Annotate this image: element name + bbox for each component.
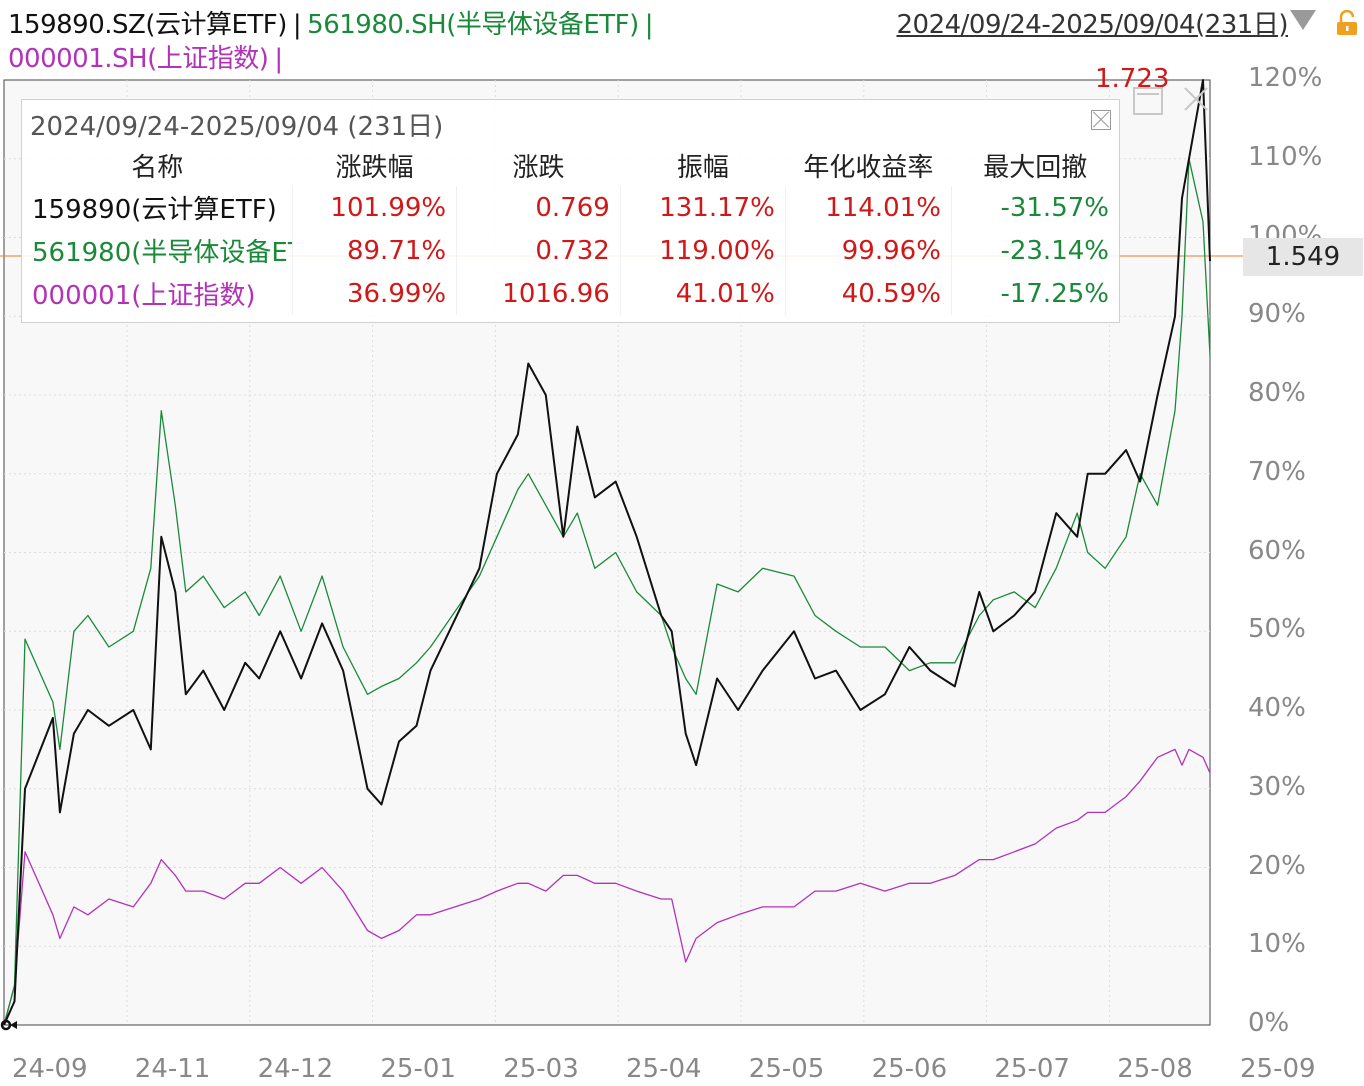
current-price-label: 1.549 [1243,238,1363,276]
series-line-cloud-etf [3,79,1211,1026]
series-legend-row-2: 000001.SH(上证指数) | [8,38,289,75]
column-header-amplitude[interactable]: 振幅 [676,152,729,183]
date-range-selector[interactable]: 2024/09/24-2025/09/04(231日) [896,10,1288,40]
y-tick-label: 60% [1248,535,1306,566]
legend-separator: | [644,10,654,40]
series-line-semiconductor-etf [3,158,1211,1026]
column-header-max-drawdown[interactable]: 最大回撤 [983,152,1088,183]
table-row[interactable]: 159890(云计算ETF) 101.99% 0.769 131.17% 114… [22,186,1119,229]
column-header-annualized[interactable]: 年化收益率 [803,152,934,183]
y-tick-label: 80% [1248,378,1306,408]
x-tick-label: 25-08 [1117,1054,1193,1084]
row-name: 561980(半导体设备ETF) [32,238,293,268]
legend-item-semiconductor-etf[interactable]: 561980.SH(半导体设备ETF) [307,10,639,40]
restore-window-icon[interactable] [1133,87,1163,115]
row-name: 000001(上证指数) [32,281,256,311]
x-tick-label: 24-09 [12,1054,88,1084]
y-tick-label: 30% [1248,771,1306,802]
row-name: 159890(云计算ETF) [32,195,277,225]
stats-table: 名称 涨跌幅 涨跌 振幅 年化收益率 最大回撤 159890(云计算ETF) 1… [22,144,1119,315]
x-tick-label: 25-01 [380,1054,456,1084]
row-max-drawdown: -23.14% [950,229,1119,272]
legend-item-shanghai-index[interactable]: 000001.SH(上证指数) [8,44,269,74]
table-row[interactable]: 561980(半导体设备ETF) 89.71% 0.732 119.00% 99… [22,229,1119,272]
row-amplitude: 119.00% [619,229,786,272]
x-tick-label: 25-05 [748,1054,825,1084]
row-change: 0.769 [456,186,621,229]
row-change: 1016.96 [456,272,621,315]
y-tick-label: 50% [1248,614,1306,645]
x-tick-label: 25-04 [626,1054,702,1084]
row-change-pct: 101.99% [291,186,457,229]
y-tick-label: 40% [1248,693,1306,723]
row-annualized: 114.01% [784,186,952,229]
row-annualized: 40.59% [784,272,952,315]
stats-header-row: 名称 涨跌幅 涨跌 振幅 年化收益率 最大回撤 [22,144,1119,186]
lock-icon[interactable] [1336,10,1358,36]
row-amplitude: 131.17% [619,186,786,229]
x-tick-label: 24-11 [134,1054,211,1084]
legend-item-cloud-etf[interactable]: 159890.SZ(云计算ETF) [8,10,287,40]
column-header-change-pct[interactable]: 涨跌幅 [335,152,414,183]
x-tick-label: 25-06 [871,1054,948,1084]
y-tick-label: 20% [1248,850,1306,881]
y-tick-label: 0% [1248,1008,1290,1038]
row-max-drawdown: -31.57% [950,186,1119,229]
chevron-down-icon[interactable] [1290,10,1316,30]
interval-stats-panel: 2024/09/24-2025/09/04 (231日) 名称 涨跌幅 涨跌 振… [21,99,1120,323]
column-header-name[interactable]: 名称 [131,152,184,183]
row-annualized: 99.96% [784,229,952,272]
series-legend-row-1: 159890.SZ(云计算ETF) | 561980.SH(半导体设备ETF) | [8,4,659,41]
stats-close-icon[interactable] [1091,110,1111,130]
x-tick-label: 25-09 [1240,1054,1316,1084]
row-amplitude: 41.01% [619,272,786,315]
legend-separator: | [292,10,302,40]
x-tick-label: 25-03 [503,1054,579,1084]
stats-panel-title: 2024/09/24-2025/09/04 (231日) [30,112,444,142]
x-tick-label: 25-07 [994,1054,1070,1084]
close-icon[interactable] [1181,84,1211,114]
y-tick-label: 110% [1248,141,1323,172]
row-change-pct: 36.99% [291,272,457,315]
series-line-shanghai-index [3,748,1211,1026]
table-row[interactable]: 000001(上证指数) 36.99% 1016.96 41.01% 40.59… [22,272,1119,315]
column-header-change[interactable]: 涨跌 [512,152,565,183]
y-tick-label: 90% [1248,299,1306,330]
row-max-drawdown: -17.25% [950,272,1119,315]
row-change-pct: 89.71% [291,229,457,272]
start-arrow [10,1021,17,1029]
row-change: 0.732 [456,229,621,272]
y-tick-label: 70% [1248,456,1306,487]
legend-separator: | [274,44,283,74]
series-lines [3,79,1211,1026]
y-tick-label: 10% [1248,929,1306,960]
x-tick-label: 24-12 [257,1054,334,1084]
y-tick-label: 120% [1248,63,1323,93]
max-price-label: 1.723 [1095,64,1170,94]
